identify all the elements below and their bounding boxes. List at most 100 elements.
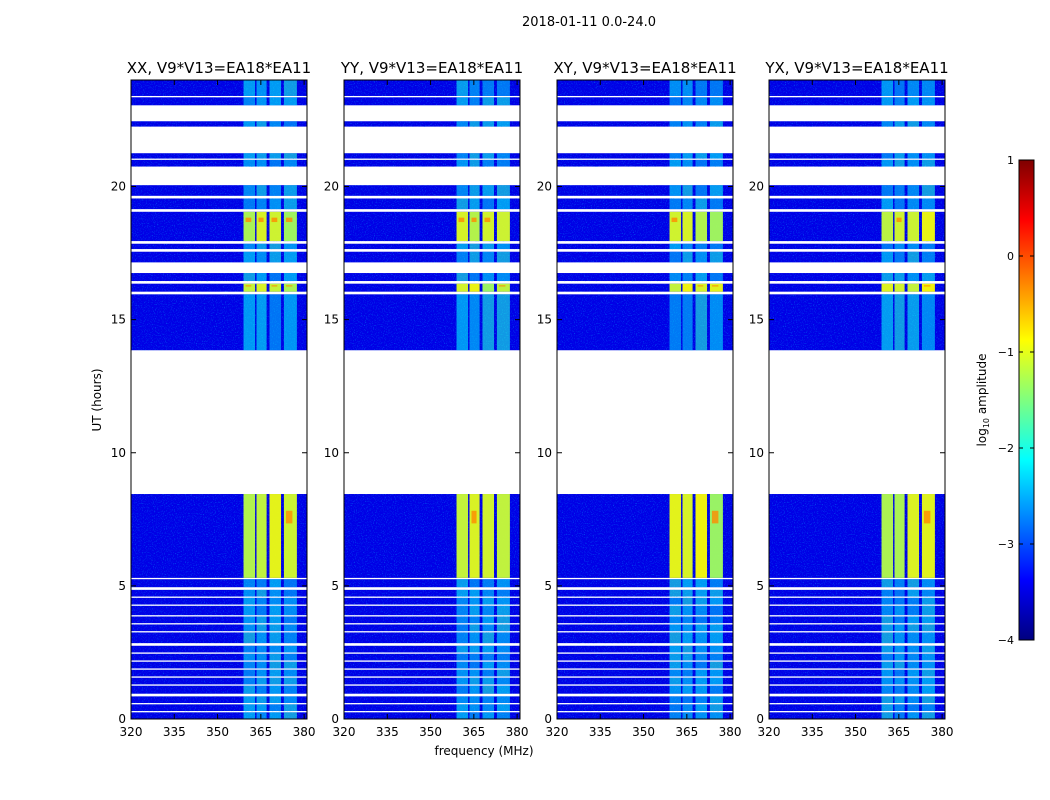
- rfi-channel: [269, 616, 282, 624]
- rfi-channel: [469, 80, 480, 96]
- rfi-channel: [695, 653, 708, 661]
- rfi-channel: [283, 632, 297, 644]
- rfi-channel: [482, 121, 495, 127]
- segment-noise: [131, 712, 307, 719]
- rfi-channel: [921, 589, 935, 597]
- colorbar-tick-label: −4: [998, 634, 1014, 647]
- rfi-channel: [682, 632, 693, 644]
- rfi-channel: [269, 283, 282, 292]
- segment-noise: [131, 653, 307, 661]
- colorbar-label: log10 amplitude: [975, 354, 991, 447]
- rfi-channel: [496, 243, 510, 250]
- rfi-channel: [921, 211, 935, 242]
- rfi-channel: [482, 597, 495, 605]
- rfi-channel: [921, 494, 935, 578]
- rfi-channel: [669, 80, 682, 96]
- x-tick-label: 365: [675, 725, 698, 739]
- segment-noise: [344, 579, 520, 588]
- rfi-channel: [881, 579, 894, 588]
- panel-title: XY, V9*V13=EA18*EA11: [553, 59, 736, 77]
- segment-noise: [769, 597, 945, 605]
- rfi-channel: [256, 645, 267, 653]
- segment-noise: [557, 704, 733, 712]
- rfi-channel: [709, 597, 723, 605]
- x-tick-label: 380: [931, 725, 954, 739]
- segment-noise: [769, 251, 945, 263]
- rfi-channel: [482, 605, 495, 616]
- rfi-channel: [283, 153, 297, 159]
- y-tick-label: 10: [749, 446, 764, 460]
- rfi-channel: [243, 661, 256, 669]
- segment-noise: [769, 704, 945, 712]
- segment-noise: [344, 704, 520, 712]
- rfi-channel: [921, 685, 935, 694]
- rfi-channel: [456, 251, 469, 263]
- rfi-channel: [256, 669, 267, 677]
- x-tick-label: 350: [419, 725, 442, 739]
- rfi-channel: [695, 273, 708, 282]
- rfi-channel: [256, 653, 267, 661]
- rfi-channel: [469, 616, 480, 624]
- rfi-channel: [456, 80, 469, 96]
- rfi-channel: [682, 712, 693, 719]
- rfi-channel: [482, 616, 495, 624]
- rfi-channel: [456, 494, 469, 578]
- rfi-channel: [283, 198, 297, 210]
- rfi-channel: [469, 645, 480, 653]
- colorbar-tick-label: −2: [998, 442, 1014, 455]
- y-tick-label: 20: [324, 180, 339, 194]
- rfi-channel: [496, 159, 510, 167]
- rfi-channel: [695, 251, 708, 263]
- rfi-channel: [907, 605, 920, 616]
- segment-noise: [344, 616, 520, 624]
- segment-noise: [131, 185, 307, 196]
- rfi-channel: [669, 494, 682, 578]
- segment-noise: [769, 645, 945, 653]
- rfi-channel: [269, 251, 282, 263]
- rfi-channel: [269, 653, 282, 661]
- rfi-channel: [496, 616, 510, 624]
- segment-noise: [769, 153, 945, 159]
- rfi-channel: [881, 632, 894, 644]
- segment-noise: [769, 624, 945, 632]
- segment-noise: [344, 677, 520, 685]
- rfi-channel: [709, 677, 723, 685]
- y-tick-label: 15: [111, 313, 126, 327]
- x-tick-label: 320: [120, 725, 143, 739]
- rfi-channel: [669, 704, 682, 712]
- x-tick-label: 320: [333, 725, 356, 739]
- rfi-hotspot: [923, 510, 931, 524]
- rfi-channel: [283, 273, 297, 282]
- rfi-channel: [695, 97, 708, 106]
- colorbar-tick-label: −1: [998, 346, 1014, 359]
- y-tick-label: 5: [118, 579, 126, 593]
- rfi-channel: [256, 661, 267, 669]
- rfi-channel: [709, 159, 723, 167]
- segment-noise: [344, 185, 520, 196]
- rfi-channel: [243, 685, 256, 694]
- rfi-channel: [682, 589, 693, 597]
- rfi-channel: [695, 121, 708, 127]
- rfi-channel: [921, 605, 935, 616]
- rfi-channel: [469, 185, 480, 196]
- rfi-channel: [695, 243, 708, 250]
- rfi-channel: [881, 685, 894, 694]
- rfi-channel: [682, 704, 693, 712]
- rfi-channel: [881, 669, 894, 677]
- rfi-channel: [669, 616, 682, 624]
- rfi-channel: [469, 294, 480, 351]
- rfi-channel: [256, 685, 267, 694]
- rfi-channel: [482, 294, 495, 351]
- rfi-channel: [283, 597, 297, 605]
- x-tick-label: 380: [506, 725, 529, 739]
- rfi-channel: [695, 494, 708, 578]
- heatmap-area: [344, 80, 520, 719]
- rfi-channel: [894, 97, 905, 106]
- rfi-channel: [243, 97, 256, 106]
- rfi-channel: [243, 645, 256, 653]
- rfi-channel: [496, 645, 510, 653]
- rfi-channel: [269, 669, 282, 677]
- rfi-channel: [256, 198, 267, 210]
- rfi-channel: [243, 121, 256, 127]
- rfi-channel: [243, 494, 256, 578]
